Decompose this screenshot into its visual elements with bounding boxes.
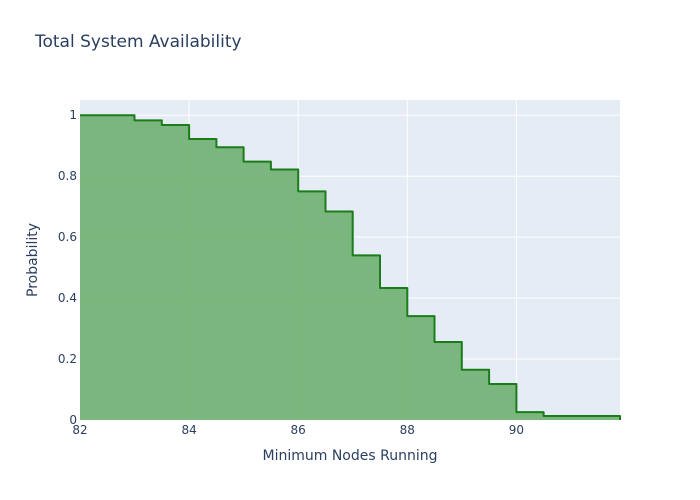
x-axis-title: Minimum Nodes Running — [263, 448, 438, 464]
x-tick-label: 88 — [400, 423, 415, 437]
y-tick-label: 1 — [69, 108, 77, 122]
x-tick-label: 84 — [181, 423, 196, 437]
x-tick-label: 82 — [72, 423, 87, 437]
chart-title: Total System Availability — [35, 32, 242, 52]
area-fill — [80, 115, 620, 420]
y-tick-label: 0.8 — [58, 169, 77, 183]
y-tick-label: 0.4 — [58, 291, 77, 305]
y-tick-label: 0.6 — [58, 230, 77, 244]
y-tick-label: 0 — [69, 413, 77, 427]
y-tick-label: 0.2 — [58, 352, 77, 366]
x-tick-label: 86 — [291, 423, 306, 437]
series-line — [80, 114, 621, 420]
y-axis-title: Probability — [25, 223, 41, 297]
tick-labels: 82 84 86 88 90 0 0.2 0.4 0.6 0.8 1 — [58, 108, 524, 437]
data-layer — [80, 114, 621, 420]
x-tick-label: 90 — [509, 423, 524, 437]
